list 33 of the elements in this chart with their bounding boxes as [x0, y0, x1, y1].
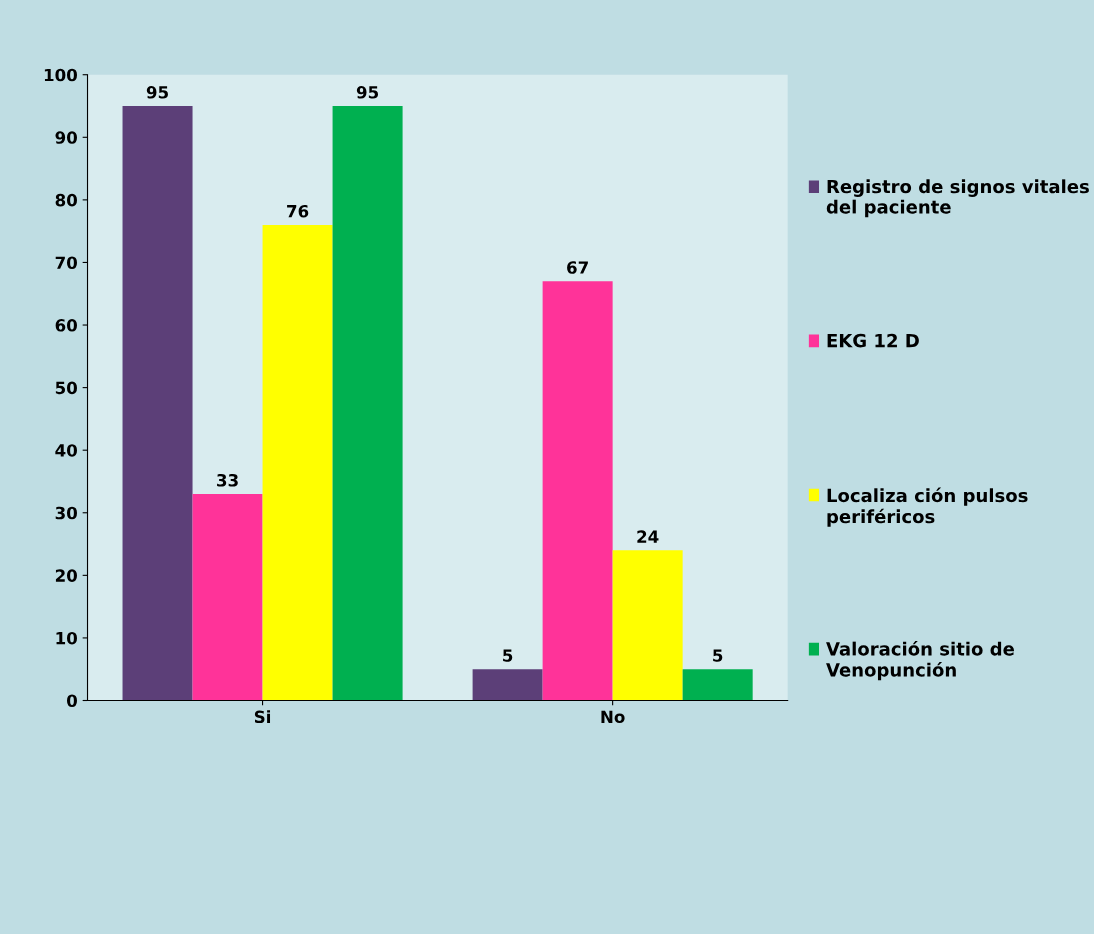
bar: [122, 106, 193, 701]
data-label: 67: [567, 261, 588, 274]
bar: [472, 669, 543, 701]
data-label: 33: [217, 473, 238, 487]
y-tick-label: 40: [55, 444, 77, 457]
y-tick-label: 50: [55, 381, 77, 395]
x-tick-label: Si: [254, 710, 271, 724]
y-tick-label: 60: [55, 318, 77, 332]
data-label: 95: [356, 86, 379, 99]
bar: [542, 281, 613, 701]
y-tick-label: 100: [44, 68, 77, 82]
legend-label: EKG 12 D: [827, 333, 919, 348]
bar: [332, 106, 403, 701]
legend-label: Localiza ción pulsos periféricos: [827, 487, 1028, 527]
x-tick-label: No: [601, 710, 625, 724]
y-tick-label: 30: [55, 506, 77, 520]
y-tick-label: 80: [55, 193, 77, 207]
bar: [192, 493, 263, 701]
y-tick-label: 0: [67, 694, 77, 708]
data-label: 24: [637, 530, 659, 543]
bar: [682, 669, 753, 701]
bar: [262, 224, 333, 701]
legend-label: Valoración sitio de Venopunción: [826, 640, 1014, 681]
data-label: 5: [713, 649, 723, 662]
y-tick-label: 70: [55, 256, 77, 270]
data-label: 95: [146, 86, 168, 99]
y-tick-label: 10: [56, 631, 77, 645]
data-label: 5: [503, 649, 513, 662]
y-tick-label: 90: [55, 131, 77, 144]
bar: [612, 550, 683, 701]
data-label: 76: [287, 204, 309, 218]
legend-label: Registro de signos vitales del paciente: [826, 179, 1089, 218]
y-tick-label: 20: [55, 569, 77, 582]
